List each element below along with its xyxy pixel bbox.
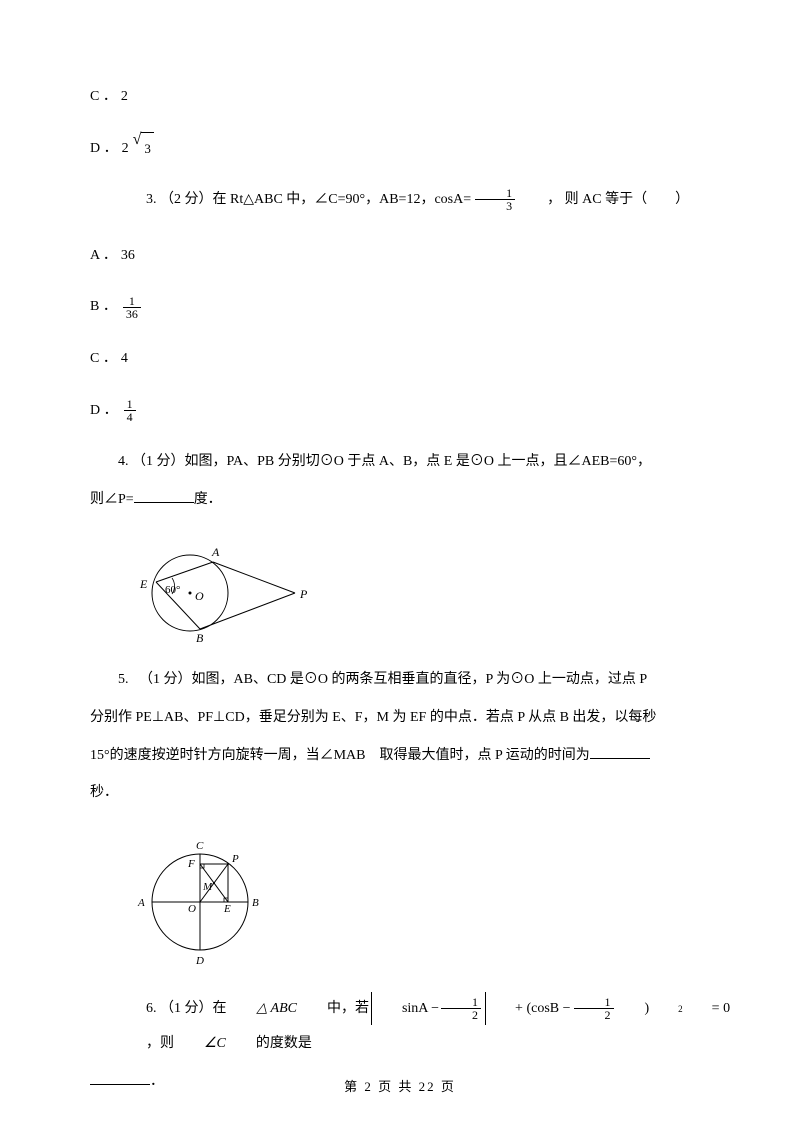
fig5-M: M [202,881,213,893]
sqrt-3: √ 3 [133,132,154,164]
fig4-angle: 60° [165,584,180,596]
page-footer: 第 2 页 共 22 页 [0,1071,800,1102]
option-c-label: C ． [90,80,117,114]
fig4-P: P [299,587,308,601]
option-d: D ． 2 √ 3 [90,132,710,166]
option-c: C ． 2 [90,80,710,114]
q3-option-d: D ． 1 4 [90,394,710,428]
q3-option-c: C ． 4 [90,342,710,376]
q6-triangle: △ ABC [229,992,297,1026]
fig5-B: B [252,897,259,909]
question-4-line2: 则∠P=度． [90,483,710,517]
option-c-value: 2 [121,80,128,114]
fig4-A: A [211,545,220,559]
question-5-l4: 秒． [90,776,710,810]
fig5-O: O [188,903,196,915]
question-5: 5. （1 分）如图，AB、CD 是⊙O 的两条互相垂直的直径，P 为⊙O 上一… [90,663,710,697]
fig5-E: E [223,903,231,915]
q3-option-a: A ． 36 [90,239,710,273]
question-3: 3. （2 分）在 Rt△ABC 中，∠C=90°，AB=12，cosA= 1 … [90,183,710,217]
option-d-label: D ． [90,132,118,166]
q3-frac: 1 3 [475,187,515,212]
fig5-C: C [196,840,204,852]
q3-d-frac: 1 4 [124,398,136,423]
fig5-A: A [137,897,145,909]
q3-option-b: B ． 1 36 [90,290,710,324]
q5-blank [590,745,650,759]
q4-figure: O A B E P 60° [120,538,710,643]
q3-suffix: ， 则 AC 等于（ ） [519,183,689,217]
fig4-O: O [195,589,204,603]
question-5-l2: 分别作 PE⊥AB、PF⊥CD，垂足分别为 E、F，M 为 EF 的中点．若点 … [90,701,710,735]
q4-blank [134,489,194,503]
fig4-E: E [139,577,148,591]
fig5-F: F [187,858,195,870]
question-4: 4. （1 分）如图，PA、PB 分别切⊙O 于点 A、B，点 E 是⊙O 上一… [90,445,710,479]
question-6: 6. （1 分）在 △ ABC 中，若 sinA − 1 2 + (cosB −… [90,992,710,1061]
question-5-l3: 15°的速度按逆时针方向旋转一周，当∠MAB 取得最大值时，点 P 运动的时间为 [90,739,710,773]
q3-prefix: 3. （2 分）在 Rt△ABC 中，∠C=90°，AB=12，cosA= [118,183,471,217]
option-d-prefix: 2 [122,132,129,166]
q5-figure: A B C D O E F M P [120,832,710,972]
fig5-P: P [231,853,239,865]
fig5-D: D [195,955,204,967]
page-number: 第 2 页 共 22 页 [344,1079,456,1094]
q3-b-frac: 1 36 [123,295,141,320]
q5-line1: 5. （1 分）如图，AB、CD 是⊙O 的两条互相垂直的直径，P 为⊙O 上一… [118,672,647,687]
fig4-B: B [196,631,204,643]
q4-line1: 4. （1 分）如图，PA、PB 分别切⊙O 于点 A、B，点 E 是⊙O 上一… [118,454,651,469]
q6-expression: sinA − 1 2 + (cosB − 1 2 )2 = 0 [371,992,730,1026]
